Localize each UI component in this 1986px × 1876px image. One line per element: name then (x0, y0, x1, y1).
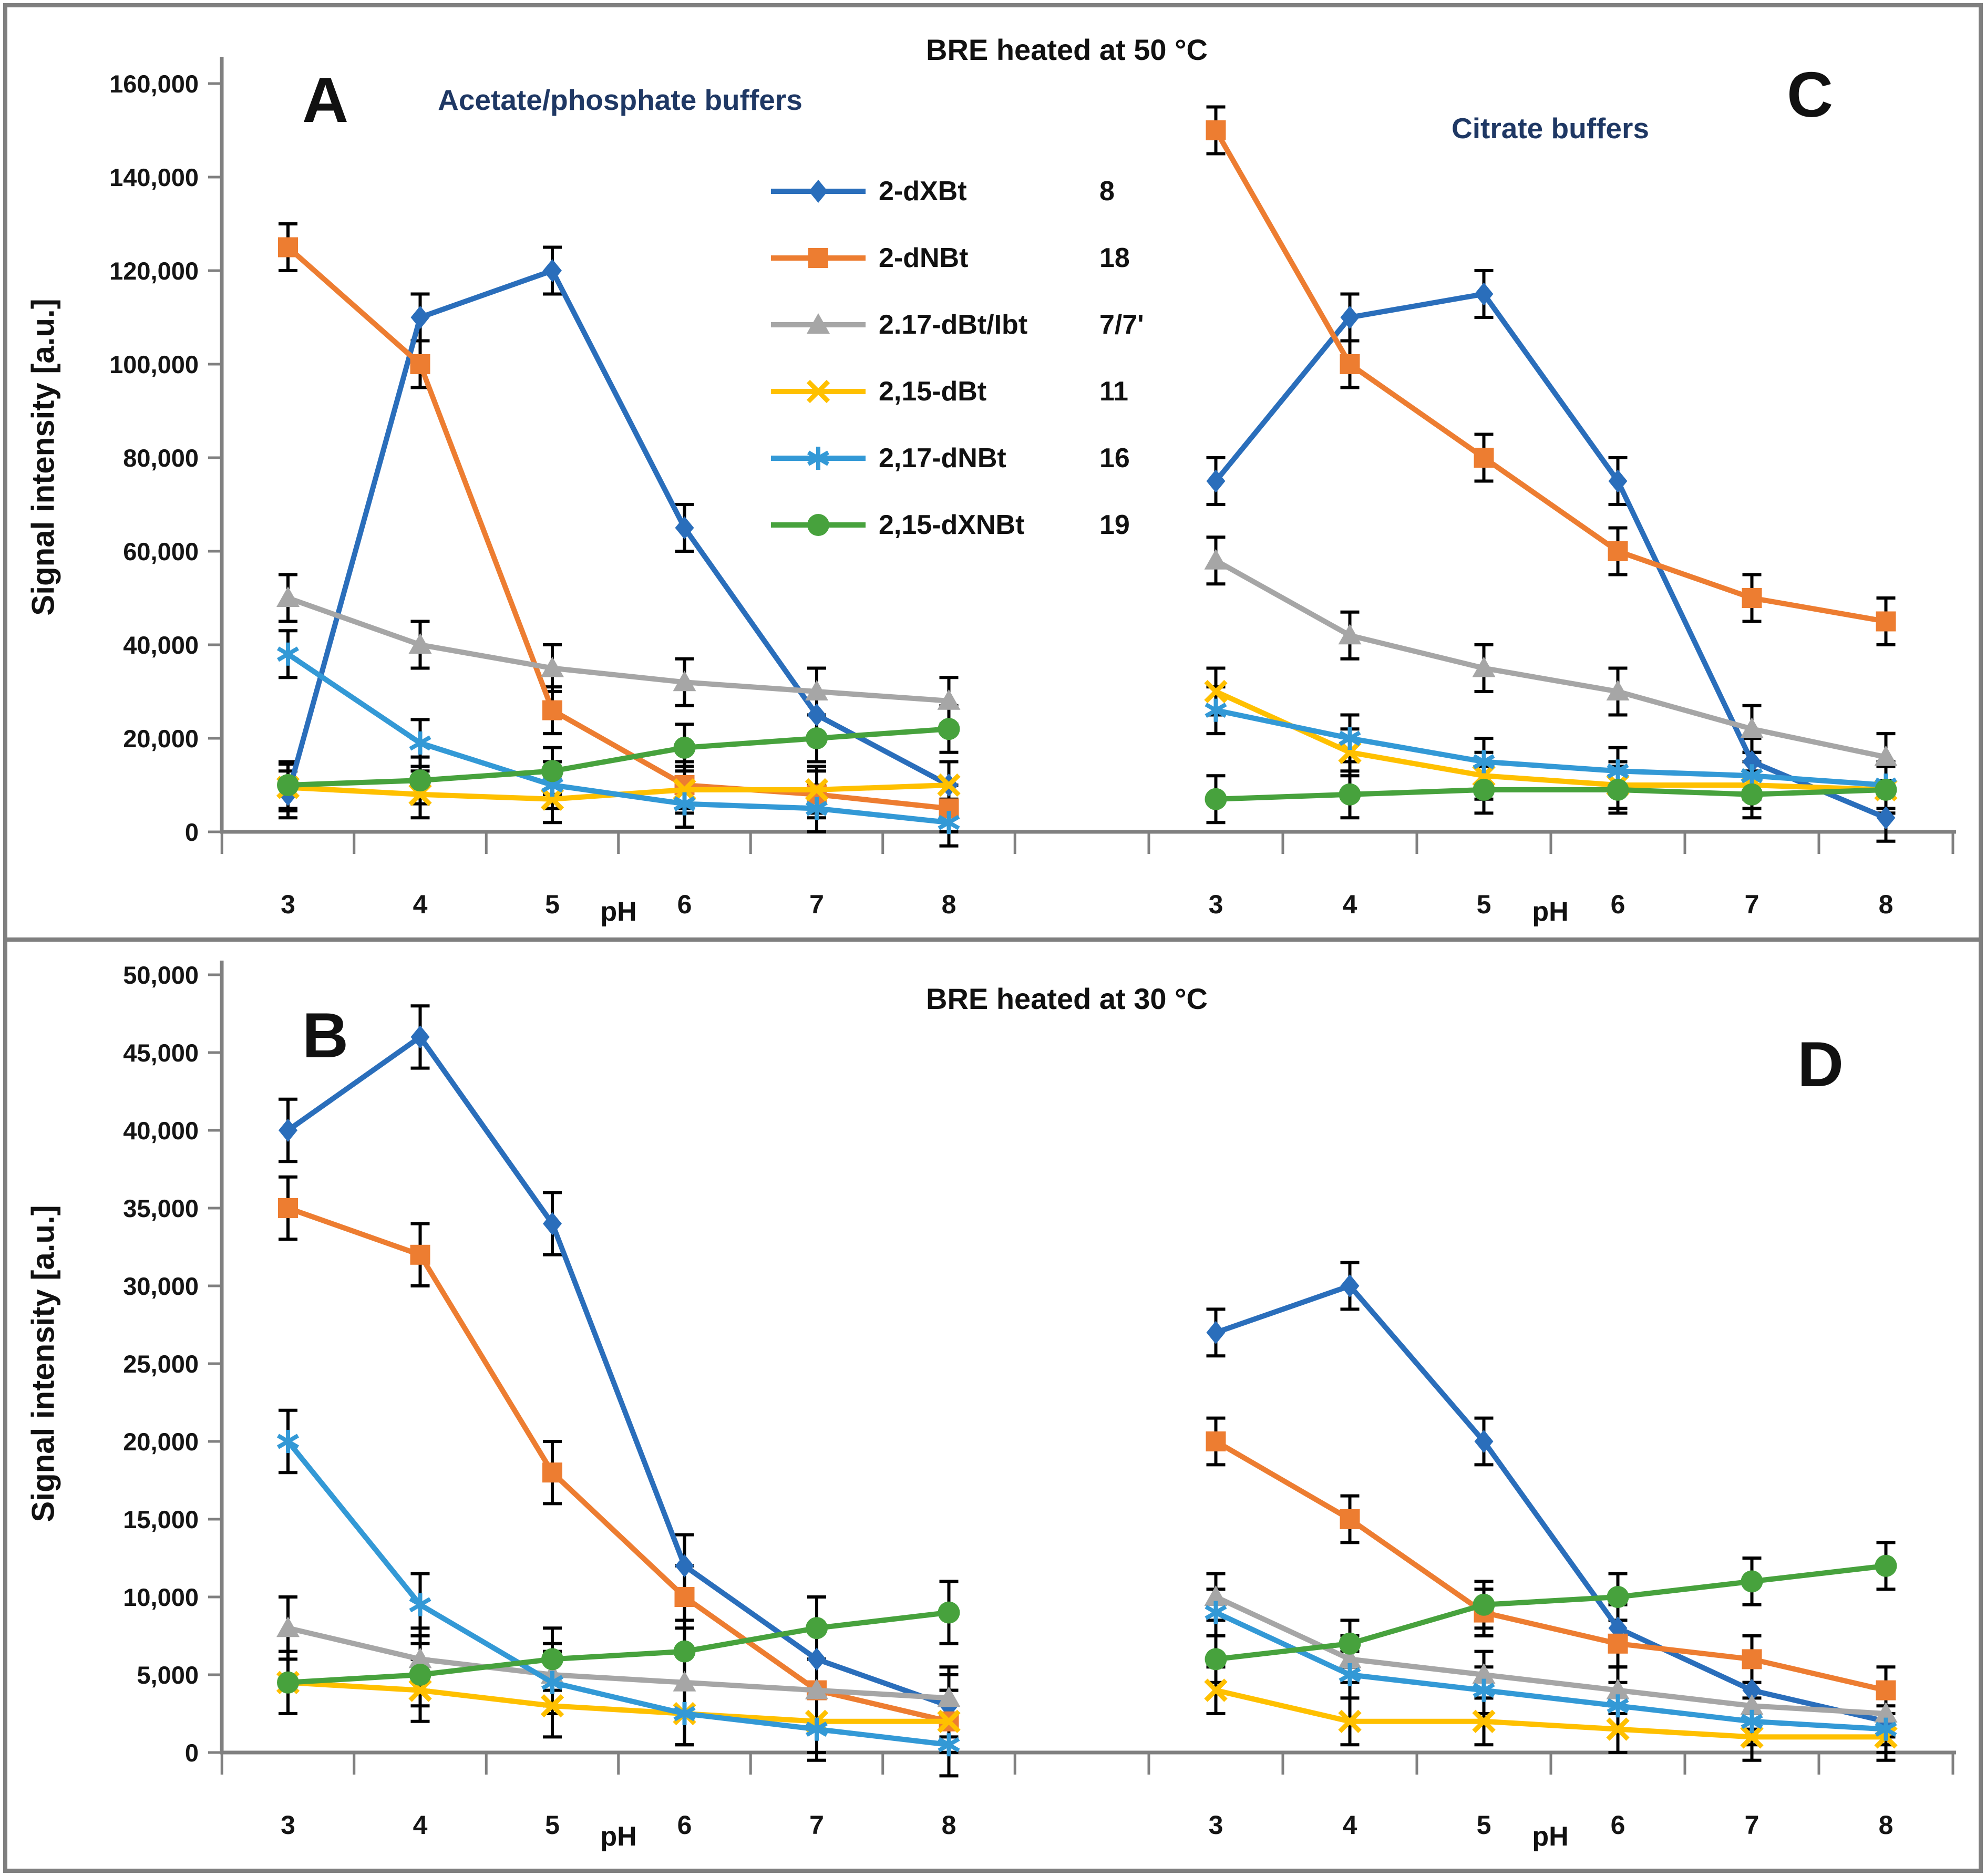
svg-text:3: 3 (281, 1810, 295, 1840)
legend-label: 2,15-dBt (879, 376, 987, 407)
row2-title: BRE heated at 30 °C (926, 982, 1208, 1015)
legend-label: 2,15-dXNBt (879, 509, 1025, 540)
svg-text:0: 0 (185, 818, 199, 846)
svg-text:6: 6 (1611, 890, 1625, 919)
circle-marker-icon (771, 513, 866, 536)
svg-text:5: 5 (1477, 1810, 1491, 1840)
svg-text:8: 8 (942, 1810, 956, 1840)
square-marker-icon (771, 248, 866, 268)
svg-text:5: 5 (545, 1810, 560, 1840)
panel-letter-a: A (302, 64, 349, 136)
legend-item-215-dbt: 2,15-dBt 11 (768, 358, 1144, 425)
legend: 2-dXBt 8 2-dNBt 18 2.17-dBt/Ibt 7/7' 2,1… (768, 158, 1144, 558)
svg-text:7: 7 (809, 890, 824, 919)
svg-text:8: 8 (942, 890, 956, 919)
svg-text:120,000: 120,000 (109, 257, 199, 285)
chart-row: 0 20,000 40,000 60,000 80,000 100,000 120,000 1… (109, 57, 1956, 919)
svg-text:160,000: 160,000 (109, 70, 199, 98)
svg-text:6: 6 (1611, 1810, 1625, 1840)
legend-number: 18 (1099, 242, 1130, 273)
svg-text:40,000: 40,000 (123, 1117, 199, 1145)
x-marker-icon (771, 379, 866, 403)
svg-text:7: 7 (1745, 890, 1759, 919)
svg-text:60,000: 60,000 (123, 538, 199, 565)
legend-number: 16 (1099, 442, 1130, 473)
asterisk-marker-icon (771, 446, 866, 470)
panel-letter-b: B (302, 999, 349, 1071)
svg-text:6: 6 (677, 1810, 692, 1840)
legend-label: 2,17-dNBt (879, 442, 1006, 473)
svg-text:140,000: 140,000 (109, 163, 199, 191)
svg-text:20,000: 20,000 (123, 1428, 199, 1456)
panel-c-x-axis-title: pH (1532, 896, 1569, 927)
svg-text:100,000: 100,000 (109, 351, 199, 378)
svg-text:50,000: 50,000 (123, 961, 199, 989)
svg-text:3: 3 (1209, 1810, 1223, 1840)
row2-y-axis-title: Signal intensity [a.u.] (25, 1205, 61, 1522)
svg-text:7: 7 (1745, 1810, 1759, 1840)
legend-label: 2-dNBt (879, 242, 969, 273)
legend-item-217-dbt-ibt: 2.17-dBt/Ibt 7/7' (768, 291, 1144, 358)
row-divider-line (3, 937, 1983, 942)
svg-text:3: 3 (281, 890, 295, 919)
panel-b-x-axis-title: pH (600, 1821, 637, 1852)
svg-text:0: 0 (185, 1739, 199, 1767)
svg-text:7: 7 (809, 1810, 824, 1840)
diamond-marker-icon (771, 179, 866, 203)
svg-text:30,000: 30,000 (123, 1272, 199, 1300)
svg-text:20,000: 20,000 (123, 725, 199, 753)
svg-text:25,000: 25,000 (123, 1350, 199, 1378)
svg-text:5: 5 (545, 890, 560, 919)
svg-text:8: 8 (1879, 1810, 1894, 1840)
svg-text:5: 5 (1477, 890, 1491, 919)
svg-text:35,000: 35,000 (123, 1194, 199, 1222)
legend-number: 19 (1099, 509, 1130, 540)
subtitle-citrate: Citrate buffers (1452, 112, 1649, 145)
legend-number: 11 (1099, 376, 1128, 407)
svg-text:4: 4 (413, 1810, 428, 1840)
svg-text:5,000: 5,000 (137, 1661, 199, 1689)
legend-number: 8 (1099, 176, 1115, 207)
svg-text:4: 4 (413, 890, 428, 919)
svg-text:3: 3 (1209, 890, 1223, 919)
legend-item-2-dxbt: 2-dXBt 8 (768, 158, 1144, 224)
row1-title: BRE heated at 50 °C (926, 33, 1208, 66)
subtitle-acetate-phosphate: Acetate/phosphate buffers (438, 84, 802, 116)
legend-label: 2.17-dBt/Ibt (879, 309, 1028, 340)
panel-d-x-axis-title: pH (1532, 1821, 1569, 1852)
svg-text:4: 4 (1343, 890, 1357, 919)
legend-item-2-dnbt: 2-dNBt 18 (768, 224, 1144, 291)
legend-item-215-dxnbt: 2,15-dXNBt 19 (768, 491, 1144, 558)
svg-text:8: 8 (1879, 890, 1894, 919)
panel-letter-d: D (1797, 1028, 1844, 1100)
svg-text:4: 4 (1343, 1810, 1357, 1840)
legend-item-217-dnbt: 2,17-dNBt 16 (768, 425, 1144, 491)
svg-text:6: 6 (677, 890, 692, 919)
svg-text:15,000: 15,000 (123, 1506, 199, 1533)
legend-number: 7/7' (1099, 309, 1144, 340)
svg-text:45,000: 45,000 (123, 1039, 199, 1067)
legend-label: 2-dXBt (879, 176, 967, 207)
chart-row: 0 5,000 10,000 15,000 20,000 25,000 30,000 35,0… (123, 961, 1956, 1840)
svg-text:10,000: 10,000 (123, 1583, 199, 1611)
row1-y-axis-title: Signal intensity [a.u.] (25, 298, 61, 616)
triangle-marker-icon (771, 313, 866, 334)
panel-a-x-axis-title: pH (600, 896, 637, 927)
svg-text:80,000: 80,000 (123, 444, 199, 472)
panel-letter-c: C (1787, 59, 1834, 130)
svg-text:40,000: 40,000 (123, 631, 199, 659)
